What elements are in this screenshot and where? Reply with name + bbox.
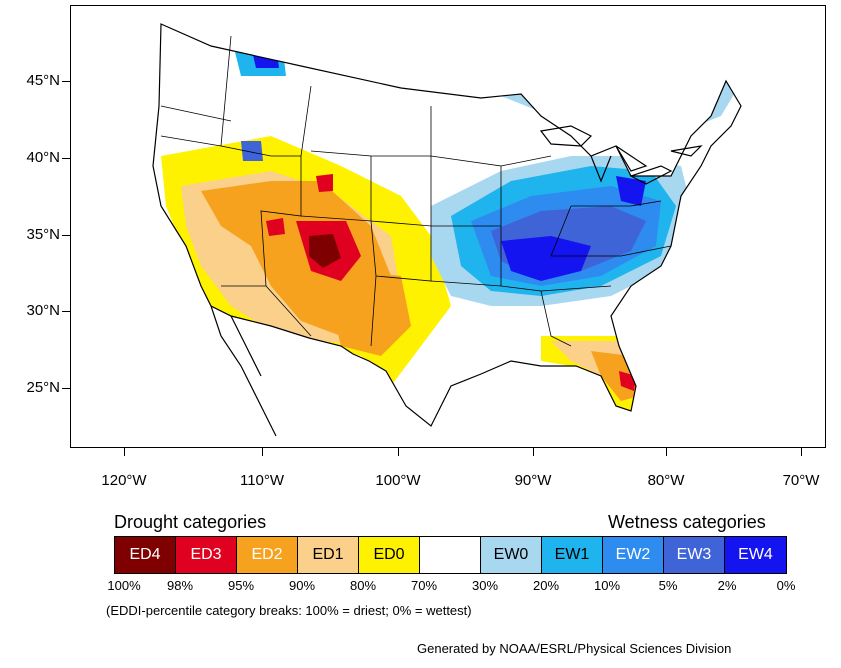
- legend-label: ED2: [251, 546, 283, 563]
- legend-label: EW1: [554, 546, 590, 563]
- baja-coast: [210, 305, 277, 437]
- eddi-map: [152, 23, 742, 437]
- legend-break: 0%: [776, 578, 796, 593]
- legend-swatch-ed1: ED1: [298, 537, 359, 573]
- coastline-outline: [152, 23, 742, 427]
- drought-categories-title: Drought categories: [114, 512, 267, 532]
- lat-label-45: 45°N: [26, 72, 60, 89]
- legend-swatch-ew0: EW0: [481, 537, 542, 573]
- legend-swatch-neutral: [420, 537, 481, 573]
- lon-tick: [124, 448, 125, 456]
- region-ed4-colorado: [309, 234, 341, 268]
- lon-tick: [666, 448, 667, 456]
- legend-break: 90%: [288, 578, 316, 593]
- legend-break: 70%: [410, 578, 438, 593]
- legend-swatch-ew4: EW4: [725, 537, 786, 573]
- region-ed3-wyoming: [316, 174, 333, 192]
- lon-tick: [533, 448, 534, 456]
- legend-label: EW2: [615, 546, 651, 563]
- lon-label-70: 70°W: [782, 472, 820, 489]
- lat-label-25: 25°N: [26, 379, 60, 396]
- region-ew1-north: [501, 46, 631, 86]
- lon-tick: [801, 448, 802, 456]
- legend-label: ED0: [373, 546, 405, 563]
- boundary-lines: [152, 23, 742, 437]
- legend-note: (EDDI-percentile category breaks: 100% =…: [106, 603, 472, 618]
- lon-label-110: 110°W: [239, 472, 285, 489]
- region-ew4-ohio-valley: [501, 236, 591, 281]
- lon-label-90: 90°W: [514, 472, 552, 489]
- state-boundaries: [160, 35, 672, 347]
- legend-swatch-ed3: ED3: [176, 537, 237, 573]
- lat-tick: [62, 388, 70, 389]
- great-lakes: [539, 125, 703, 185]
- legend-break: 10%: [593, 578, 621, 593]
- legend-label: ED4: [129, 546, 161, 563]
- legend-swatch-ed0: ED0: [359, 537, 420, 573]
- legend-break: 5%: [658, 578, 678, 593]
- legend-label: EW4: [738, 546, 773, 563]
- lat-tick: [62, 235, 70, 236]
- lat-tick: [62, 158, 70, 159]
- legend-break: 2%: [717, 578, 737, 593]
- legend-break: 30%: [471, 578, 499, 593]
- lat-tick: [62, 81, 70, 82]
- legend-swatch-ed4: ED4: [115, 537, 176, 573]
- legend-label: ED1: [312, 546, 344, 563]
- region-ew3-idaho: [241, 141, 263, 161]
- legend-break: 98%: [166, 578, 194, 593]
- legend-label: EW3: [676, 546, 712, 563]
- legend-swatch-ed2: ED2: [237, 537, 298, 573]
- lon-label-100: 100°W: [375, 472, 421, 489]
- wetness-categories-title: Wetness categories: [608, 512, 766, 532]
- region-ew4-mid-atlantic: [616, 176, 646, 206]
- lon-tick: [398, 448, 399, 456]
- lat-label-35: 35°N: [26, 226, 60, 243]
- legend-swatch-ew1: EW1: [542, 537, 603, 573]
- legend-swatch-ew2: EW2: [603, 537, 664, 573]
- region-ed3-utah: [266, 218, 285, 236]
- legend-color-bar: ED4 ED3 ED2 ED1 ED0 EW0 EW1 EW2 EW3 EW4: [114, 536, 787, 574]
- map-panel: [70, 5, 826, 448]
- legend-break: 20%: [532, 578, 560, 593]
- lat-label-30: 30°N: [26, 302, 60, 319]
- lon-label-80: 80°W: [647, 472, 685, 489]
- lon-label-120: 120°W: [101, 472, 147, 489]
- legend-swatch-ew3: EW3: [664, 537, 725, 573]
- region-ed2-newmexico: [321, 266, 411, 356]
- legend-label: EW0: [493, 546, 529, 563]
- legend-label: ED3: [190, 546, 222, 563]
- legend-break: 100%: [107, 578, 141, 593]
- lat-label-40: 40°N: [26, 149, 60, 166]
- lat-tick: [62, 311, 70, 312]
- legend-break: 95%: [227, 578, 255, 593]
- credit-text: Generated by NOAA/ESRL/Physical Sciences…: [417, 641, 732, 656]
- lon-tick: [262, 448, 263, 456]
- legend-break: 80%: [349, 578, 377, 593]
